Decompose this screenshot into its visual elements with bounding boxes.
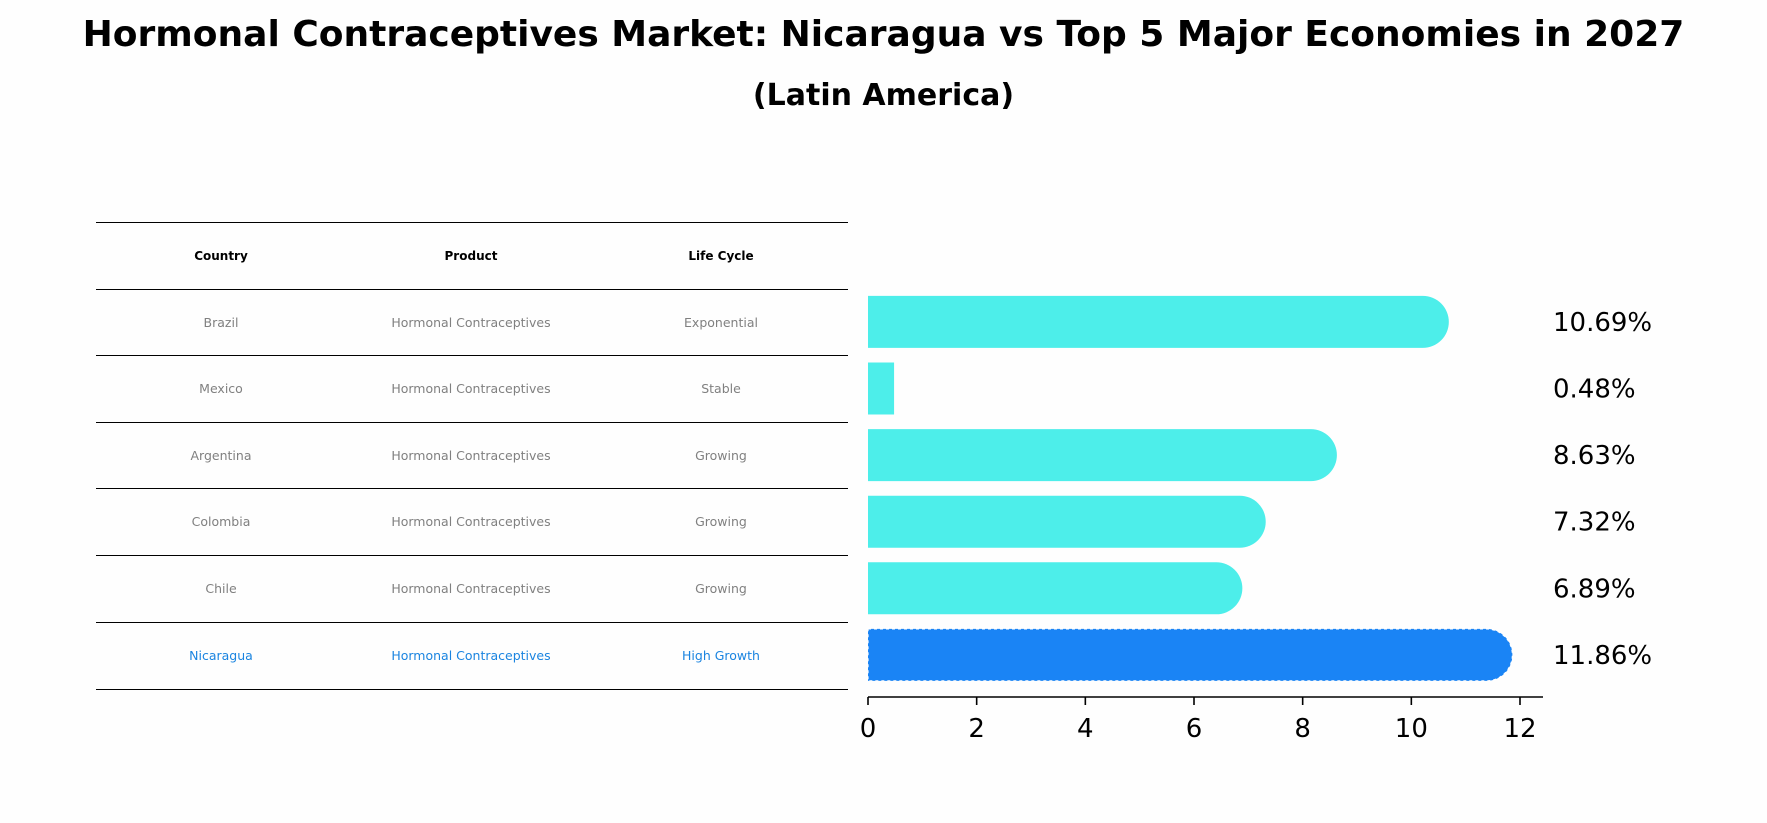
table-row: Argentina Hormonal Contraceptives Growin… [96, 421, 848, 490]
table-row-highlight: Nicaragua Hormonal Contraceptives High G… [96, 621, 848, 691]
cell-product: Hormonal Contraceptives [391, 514, 551, 530]
value-label-nicaragua: 11.86% [1553, 641, 1652, 671]
table-row: Colombia Hormonal Contraceptives Growing [96, 488, 848, 556]
table-row: Mexico Hormonal Contraceptives Stable [96, 355, 848, 423]
value-label-argentina: 8.63% [1553, 441, 1636, 471]
x-tick-label-0: 0 [860, 714, 877, 744]
cell-product: Hormonal Contraceptives [391, 581, 551, 596]
header-country: Country [194, 249, 248, 263]
cell-country: Brazil [203, 314, 239, 330]
cell-country: Mexico [199, 381, 243, 397]
chart-title: Hormonal Contraceptives Market: Nicaragu… [82, 14, 1685, 55]
x-tick-label-10: 10 [1395, 714, 1428, 744]
bar-brazil [868, 295, 1449, 348]
x-tick-label-12: 12 [1503, 714, 1536, 744]
bar-nicaragua [867, 628, 1513, 682]
cell-life-cycle: Growing [695, 581, 747, 596]
x-tick-label-8: 8 [1294, 714, 1311, 744]
cell-country: Argentina [190, 447, 252, 463]
cell-product: Hormonal Contraceptives [391, 647, 551, 663]
table-row: Brazil Hormonal Contraceptives Exponenti… [96, 288, 848, 357]
cell-life-cycle: High Growth [682, 647, 760, 663]
chart-subtitle: (Latin America) [752, 78, 1015, 113]
cell-product: Hormonal Contraceptives [391, 381, 551, 397]
bar-chile [868, 562, 1243, 615]
x-tick-label-4: 4 [1077, 714, 1094, 744]
header-life-cycle: Life Cycle [688, 249, 754, 263]
value-label-mexico: 0.48% [1553, 375, 1636, 405]
cell-country: Nicaragua [189, 647, 253, 663]
x-tick-label-6: 6 [1186, 714, 1203, 744]
cell-product: Hormonal Contraceptives [391, 314, 551, 330]
table-header-row: Country Product Life Cycle [96, 222, 848, 290]
value-label-colombia: 7.32% [1553, 508, 1636, 538]
value-label-chile: 6.89% [1553, 574, 1636, 604]
cell-life-cycle: Growing [695, 514, 747, 530]
cell-life-cycle: Stable [701, 381, 741, 397]
x-tick-label-2: 2 [968, 714, 985, 744]
value-label-brazil: 10.69% [1553, 308, 1652, 338]
cell-life-cycle: Exponential [684, 314, 758, 330]
cell-country: Colombia [191, 514, 251, 530]
bar-mexico [868, 362, 895, 415]
table-row: Chile Hormonal Contraceptives Growing [96, 555, 848, 623]
bar-colombia [868, 495, 1266, 548]
cell-life-cycle: Growing [695, 447, 747, 463]
bar-argentina [868, 429, 1337, 482]
cell-product: Hormonal Contraceptives [391, 447, 551, 463]
cell-country: Chile [205, 581, 237, 596]
header-product: Product [444, 249, 498, 263]
